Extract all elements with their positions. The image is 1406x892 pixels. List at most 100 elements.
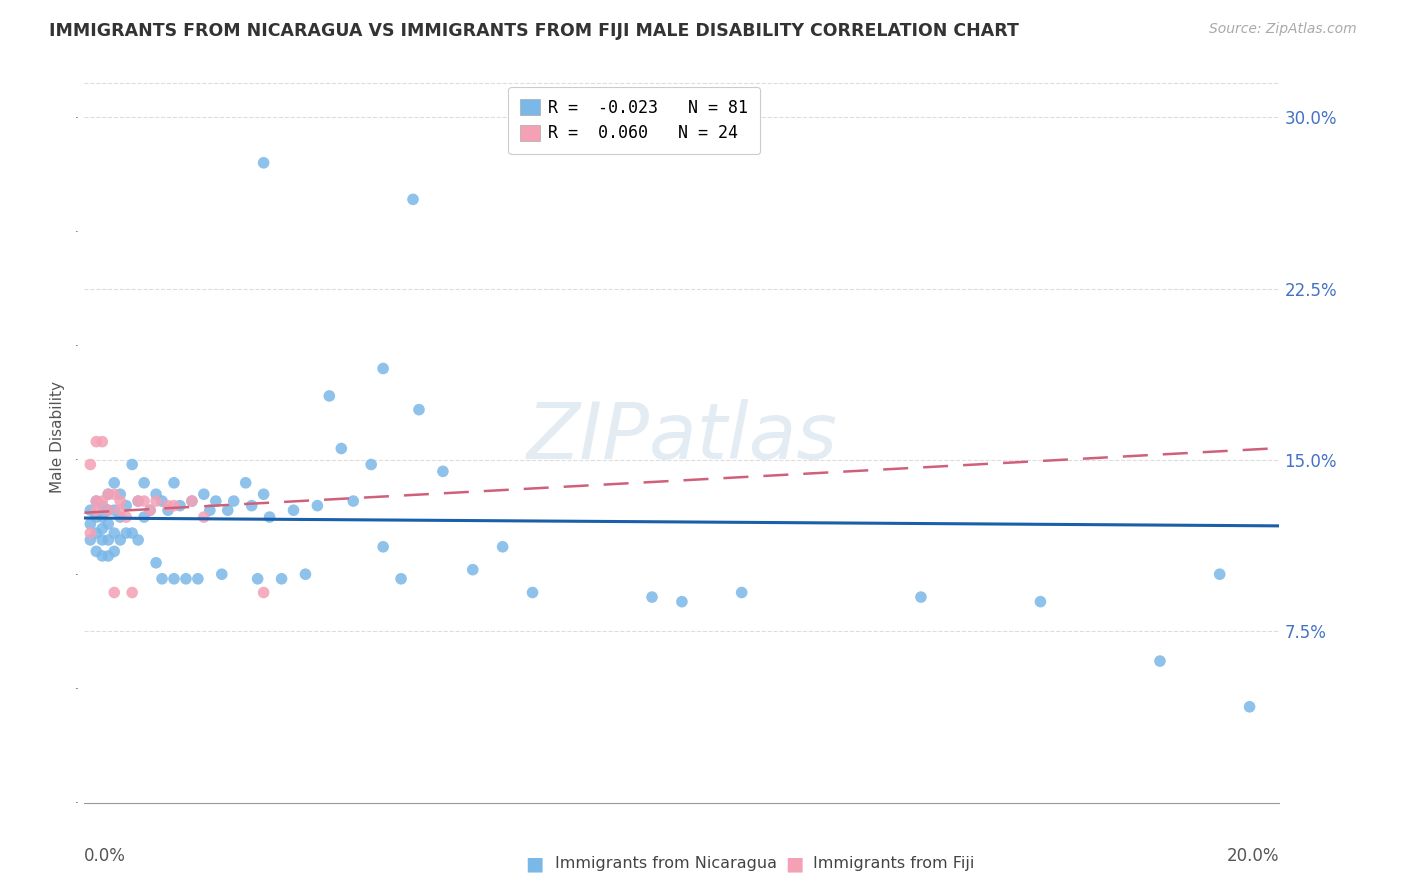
Point: [86, 544, 108, 558]
Point: [97, 487, 120, 501]
Point: [373, 540, 395, 554]
Point: [259, 510, 281, 524]
Point: [318, 389, 340, 403]
Point: [97, 516, 120, 531]
Point: [1149, 654, 1171, 668]
Point: [91, 521, 114, 535]
Point: [222, 494, 245, 508]
Point: [193, 510, 215, 524]
Point: [641, 590, 664, 604]
Point: [115, 526, 138, 541]
Point: [115, 510, 138, 524]
Point: [150, 494, 173, 508]
Point: [91, 510, 114, 524]
Point: [121, 526, 143, 541]
Point: [132, 510, 156, 524]
Point: [97, 503, 120, 517]
Point: [86, 434, 108, 449]
Point: [235, 475, 257, 490]
Point: [330, 442, 353, 456]
Legend: R =  -0.023   N = 81, R =  0.060   N = 24: R = -0.023 N = 81, R = 0.060 N = 24: [509, 87, 759, 153]
Point: [91, 549, 114, 563]
Point: [492, 540, 515, 554]
Text: 20.0%: 20.0%: [1227, 847, 1279, 864]
Point: [79, 458, 101, 472]
Point: [79, 516, 101, 531]
Text: IMMIGRANTS FROM NICARAGUA VS IMMIGRANTS FROM FIJI MALE DISABILITY CORRELATION CH: IMMIGRANTS FROM NICARAGUA VS IMMIGRANTS …: [49, 22, 1019, 40]
Point: [121, 458, 143, 472]
Point: [103, 544, 125, 558]
Point: [294, 567, 316, 582]
Point: [157, 503, 180, 517]
Point: [283, 503, 305, 517]
Point: [246, 572, 269, 586]
Point: [127, 494, 149, 508]
Point: [103, 475, 125, 490]
Point: [86, 494, 108, 508]
Point: [115, 499, 138, 513]
Point: [145, 494, 167, 508]
Point: [253, 155, 276, 169]
Point: [253, 585, 276, 599]
Point: [181, 494, 204, 508]
Point: [408, 402, 430, 417]
Point: [103, 585, 125, 599]
Point: [86, 494, 108, 508]
Point: [373, 361, 395, 376]
Text: Source: ZipAtlas.com: Source: ZipAtlas.com: [1209, 22, 1357, 37]
Point: [163, 475, 186, 490]
Point: [671, 595, 693, 609]
Point: [342, 494, 364, 508]
Point: [1029, 595, 1052, 609]
Point: [389, 572, 412, 586]
Point: [360, 458, 382, 472]
Point: [1239, 699, 1261, 714]
Point: [432, 464, 454, 478]
Point: [169, 499, 191, 513]
Point: [181, 494, 204, 508]
Text: Immigrants from Nicaragua: Immigrants from Nicaragua: [555, 856, 778, 871]
Point: [110, 487, 132, 501]
Point: [150, 572, 173, 586]
Point: [79, 503, 101, 517]
Point: [145, 487, 167, 501]
Point: [193, 487, 215, 501]
Point: [139, 503, 162, 517]
Point: [86, 526, 108, 541]
Point: [211, 567, 233, 582]
Point: [198, 503, 221, 517]
Point: [86, 503, 108, 517]
Point: [97, 549, 120, 563]
Text: 0.0%: 0.0%: [84, 847, 127, 864]
Point: [132, 475, 156, 490]
Text: ■: ■: [524, 854, 544, 873]
Point: [121, 585, 143, 599]
Text: Immigrants from Fiji: Immigrants from Fiji: [813, 856, 974, 871]
Point: [139, 503, 162, 517]
Point: [187, 572, 209, 586]
Point: [132, 494, 156, 508]
Point: [91, 494, 114, 508]
Point: [103, 487, 125, 501]
Point: [110, 503, 132, 517]
Point: [97, 533, 120, 547]
Point: [103, 503, 125, 517]
Point: [270, 572, 292, 586]
Point: [461, 563, 484, 577]
Text: ■: ■: [785, 854, 804, 873]
Point: [110, 533, 132, 547]
Point: [127, 533, 149, 547]
Point: [103, 526, 125, 541]
Point: [163, 572, 186, 586]
Point: [163, 499, 186, 513]
Point: [97, 487, 120, 501]
Point: [79, 526, 101, 541]
Point: [253, 487, 276, 501]
Point: [205, 494, 228, 508]
Y-axis label: Male Disability: Male Disability: [51, 381, 65, 493]
Point: [97, 503, 120, 517]
Point: [127, 494, 149, 508]
Point: [174, 572, 197, 586]
Point: [402, 193, 425, 207]
Point: [731, 585, 754, 599]
